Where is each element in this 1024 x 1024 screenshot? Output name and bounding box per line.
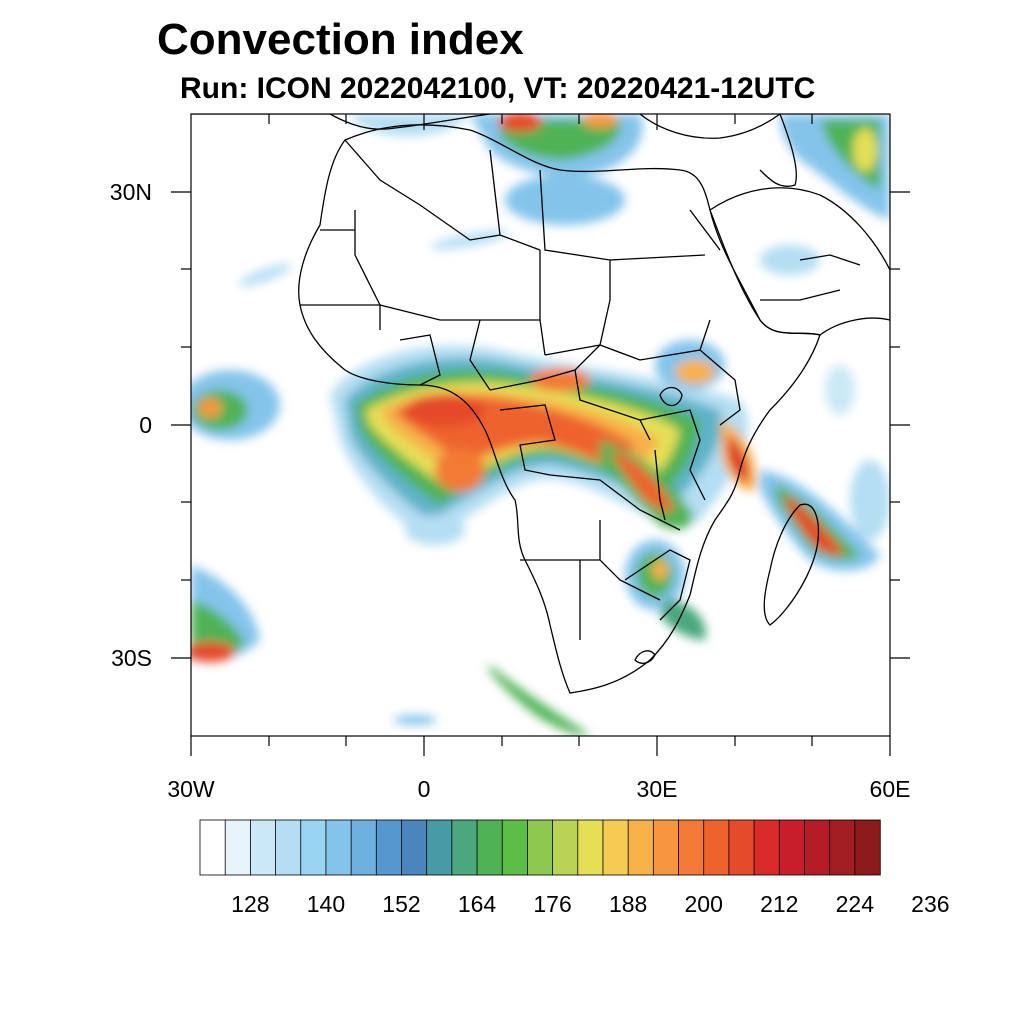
colorbar-swatch (577, 819, 604, 876)
colorbar-swatch (527, 819, 554, 876)
colorbar-swatch (627, 819, 655, 876)
colorbar-labels: 128 140 152 164 176 188 200 212 224 236 (231, 891, 949, 917)
colorbar-swatch (829, 819, 856, 876)
lat-label-0: 0 (139, 412, 152, 438)
colorbar-tick-label: 176 (533, 891, 571, 917)
lat-label-30s: 30S (111, 645, 152, 671)
colorbar-swatch (224, 819, 252, 876)
colorbar-swatch (602, 819, 629, 876)
lon-label-30w: 30W (167, 776, 215, 802)
lat-label-30n: 30N (110, 179, 152, 205)
colorbar-swatch (401, 819, 428, 876)
colorbar-swatch (350, 819, 377, 876)
colorbar-swatch (451, 819, 478, 876)
lon-label-30e: 30E (637, 776, 678, 802)
colorbar-swatch (753, 819, 780, 876)
colorbar-swatch (426, 819, 453, 876)
convection-field (191, 114, 890, 736)
lon-labels: 30W 0 30E 60E (167, 776, 910, 802)
colorbar-swatch (652, 819, 680, 876)
lon-label-60e: 60E (870, 776, 911, 802)
colorbar-swatch (854, 819, 881, 876)
colorbar-swatch (300, 819, 327, 876)
colorbar-swatch (199, 819, 226, 876)
colorbar-swatch (552, 819, 579, 876)
colorbar-tick-label: 152 (382, 891, 420, 917)
axis-ticks (171, 114, 910, 756)
map-title: Convection index (157, 15, 524, 64)
colorbar-swatch (778, 819, 806, 876)
colorbar-swatch (678, 819, 705, 876)
colorbar-tick-label: 200 (685, 891, 723, 917)
colorbar-tick-label: 224 (836, 891, 875, 917)
colorbar-swatch (476, 819, 503, 876)
colorbar-swatch (249, 819, 277, 876)
colorbar-tick-label: 188 (609, 891, 647, 917)
colorbar-tick-label: 140 (307, 891, 345, 917)
colorbar-tick-label: 236 (911, 891, 949, 917)
colorbar-swatch (275, 819, 302, 876)
colorbar-swatch (728, 819, 755, 876)
lat-labels: 30N 0 30S (110, 179, 152, 671)
colorbar-tick-label: 164 (458, 891, 497, 917)
colorbar-swatch (703, 819, 730, 876)
lon-label-0: 0 (418, 776, 431, 802)
colorbar-swatch (804, 819, 831, 876)
country-borders (191, 114, 890, 694)
colorbar-swatch (375, 819, 403, 876)
map-subtitle: Run: ICON 2022042100, VT: 20220421-12UTC (180, 72, 816, 105)
colorbar-tick-label: 128 (231, 891, 269, 917)
colorbar-tick-label: 212 (760, 891, 798, 917)
colorbar-swatch (501, 819, 529, 876)
colorbar-swatch (325, 819, 352, 876)
colorbar (199, 819, 881, 876)
